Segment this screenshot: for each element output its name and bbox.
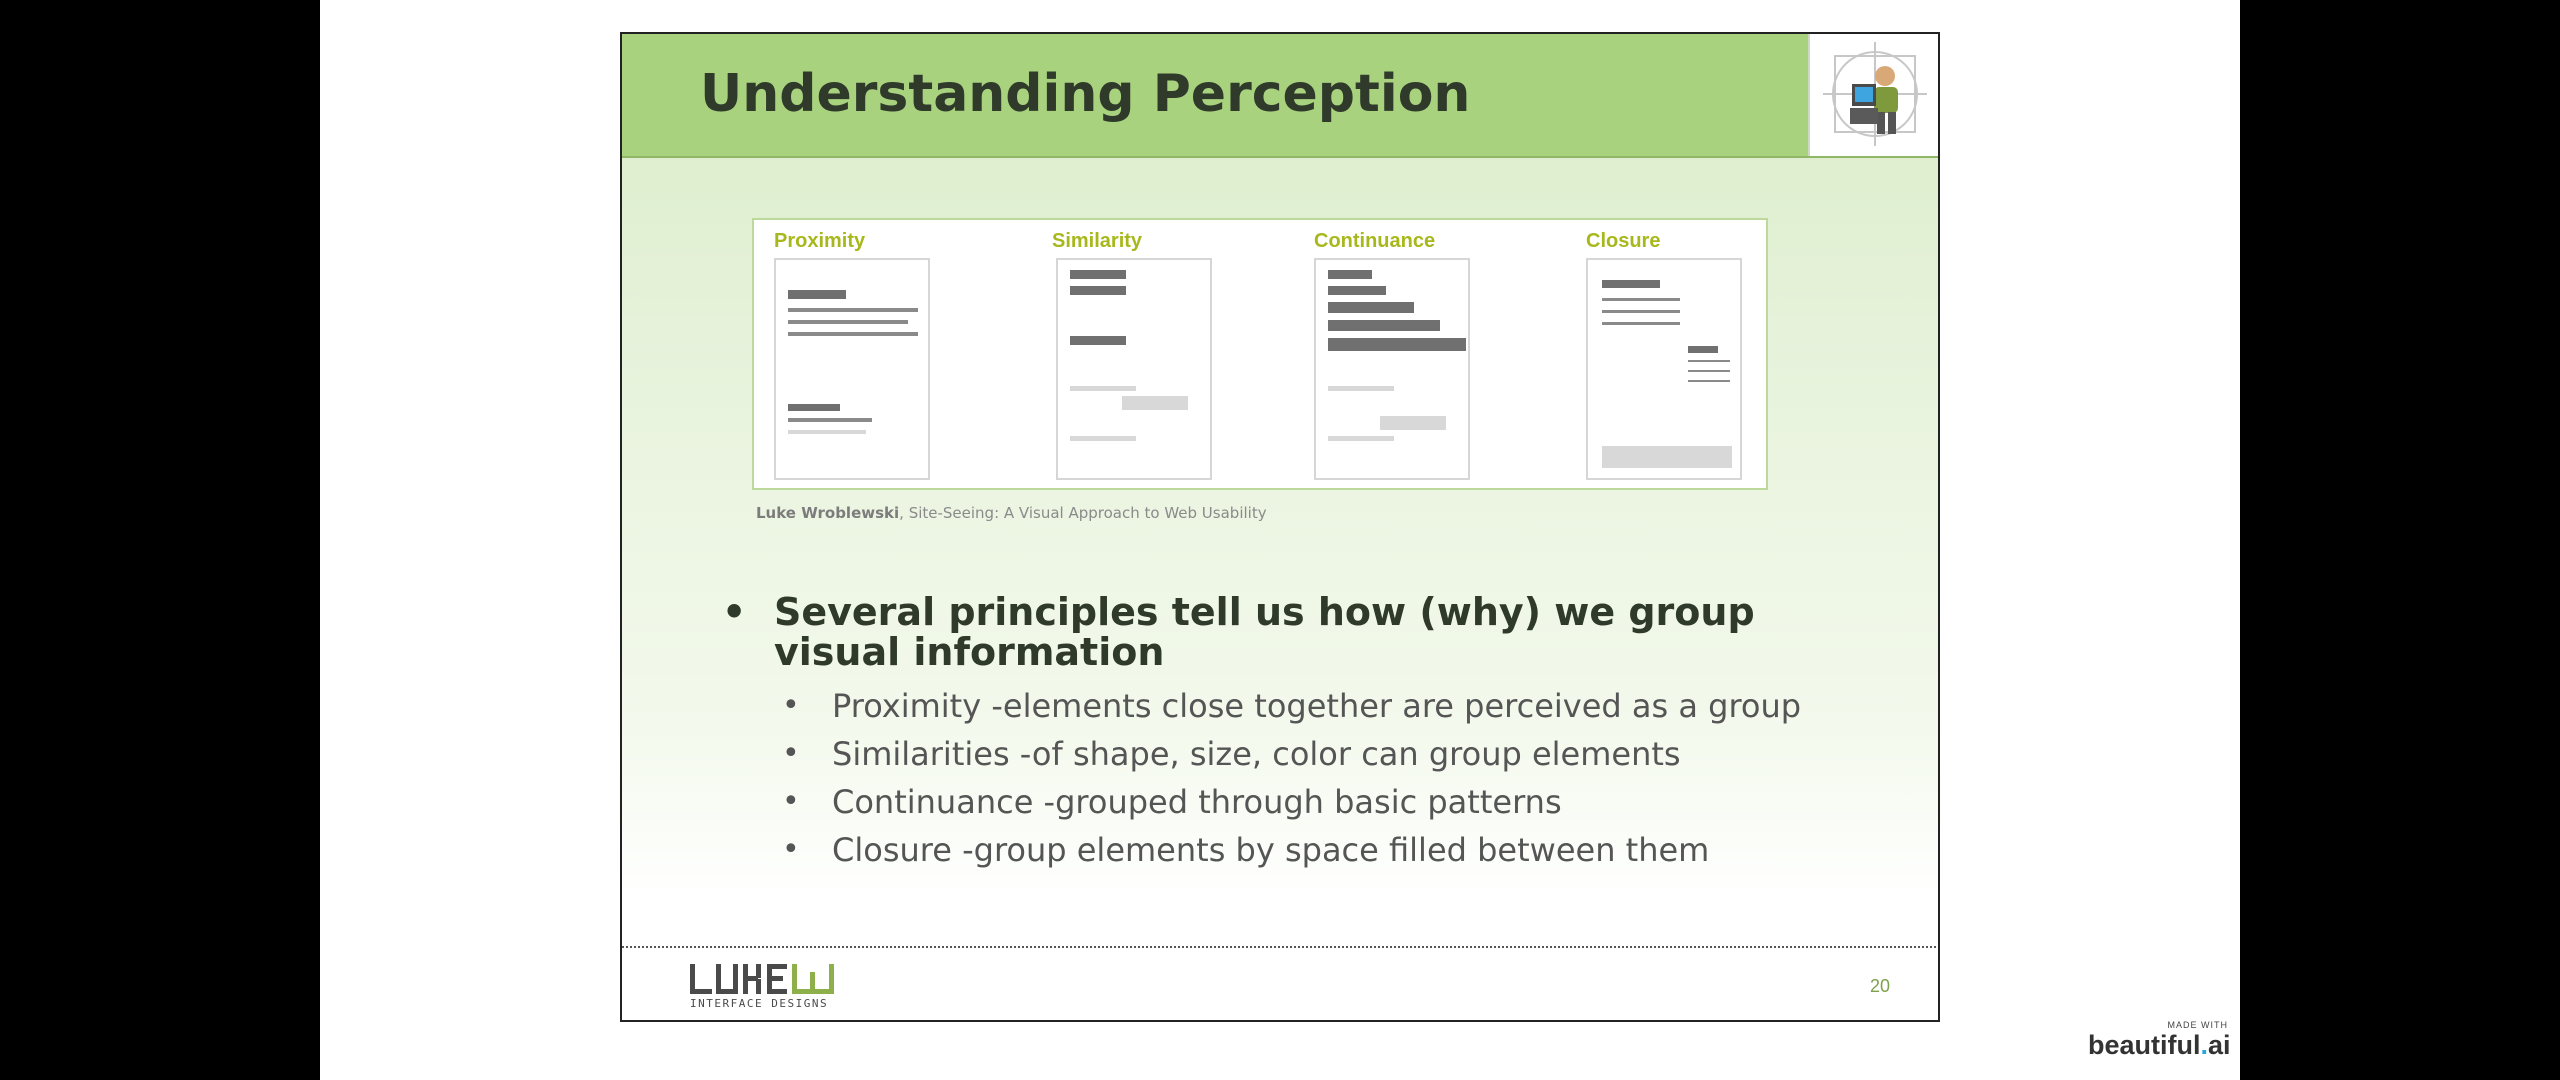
- principle-similarity: Similarity: [1052, 220, 1232, 490]
- main-bullet-text: Several principles tell us how (why) we …: [774, 590, 1755, 674]
- made-with-badge[interactable]: MADE WITH beautiful.ai: [2088, 1020, 2231, 1060]
- sub-bullet: • Proximity -elements close together are…: [722, 682, 1882, 730]
- proximity-sketch: [774, 258, 930, 480]
- bullet-dot-icon: •: [782, 784, 800, 819]
- header-logo: [1808, 34, 1938, 156]
- sub-bullet: • Continuance -grouped through basic pat…: [722, 778, 1882, 826]
- sub-bullet-text: Closure -group elements by space filled …: [832, 831, 1710, 869]
- principle-title: Proximity: [774, 230, 866, 252]
- principle-title: Continuance: [1314, 230, 1436, 252]
- principle-title: Similarity: [1052, 230, 1143, 252]
- sub-bullet: • Closure -group elements by space fille…: [722, 826, 1882, 874]
- brand-wordmark: beautiful.ai: [2088, 1030, 2231, 1060]
- logo-subtext: INTERFACE DESIGNS: [690, 997, 828, 1010]
- similarity-sketch: [1056, 258, 1212, 480]
- computer-user-icon: [1823, 42, 1927, 146]
- sub-bullet: • Similarities -of shape, size, color ca…: [722, 730, 1882, 778]
- made-with-label: MADE WITH: [2167, 1020, 2228, 1030]
- sub-bullet-text: Proximity -elements close together are p…: [832, 687, 1802, 725]
- main-bullet: • Several principles tell us how (why) w…: [722, 592, 1882, 672]
- slide-footer: INTERFACE DESIGNS 20: [622, 946, 1938, 1020]
- bullet-list: • Several principles tell us how (why) w…: [722, 592, 1882, 874]
- lukew-logo: INTERFACE DESIGNS: [688, 962, 868, 1015]
- bullet-dot-icon: •: [722, 590, 747, 634]
- slide: Understanding Perception: [620, 32, 1940, 1022]
- figure-caption: Luke Wroblewski, Site-Seeing: A Visual A…: [756, 504, 1267, 522]
- principle-continuance: Continuance: [1314, 220, 1514, 490]
- bullet-dot-icon: •: [782, 832, 800, 867]
- caption-author: Luke Wroblewski: [756, 504, 900, 522]
- slide-title: Understanding Perception: [700, 64, 1471, 124]
- closure-sketch: [1586, 258, 1742, 480]
- presentation-viewer: Understanding Perception: [320, 0, 2240, 1080]
- caption-source: , Site-Seeing: A Visual Approach to Web …: [899, 504, 1267, 522]
- gestalt-figure: Proximity Similarity: [752, 218, 1768, 490]
- principle-closure: Closure: [1586, 220, 1766, 490]
- bullet-dot-icon: •: [782, 688, 800, 723]
- principle-title: Closure: [1586, 230, 1661, 252]
- page-number: 20: [1869, 976, 1890, 996]
- bullet-dot-icon: •: [782, 736, 800, 771]
- sub-bullet-text: Continuance -grouped through basic patte…: [832, 783, 1562, 821]
- continuance-sketch: [1314, 258, 1470, 480]
- principle-proximity: Proximity: [774, 220, 954, 490]
- slide-header: Understanding Perception: [622, 34, 1938, 158]
- sub-bullet-text: Similarities -of shape, size, color can …: [832, 735, 1681, 773]
